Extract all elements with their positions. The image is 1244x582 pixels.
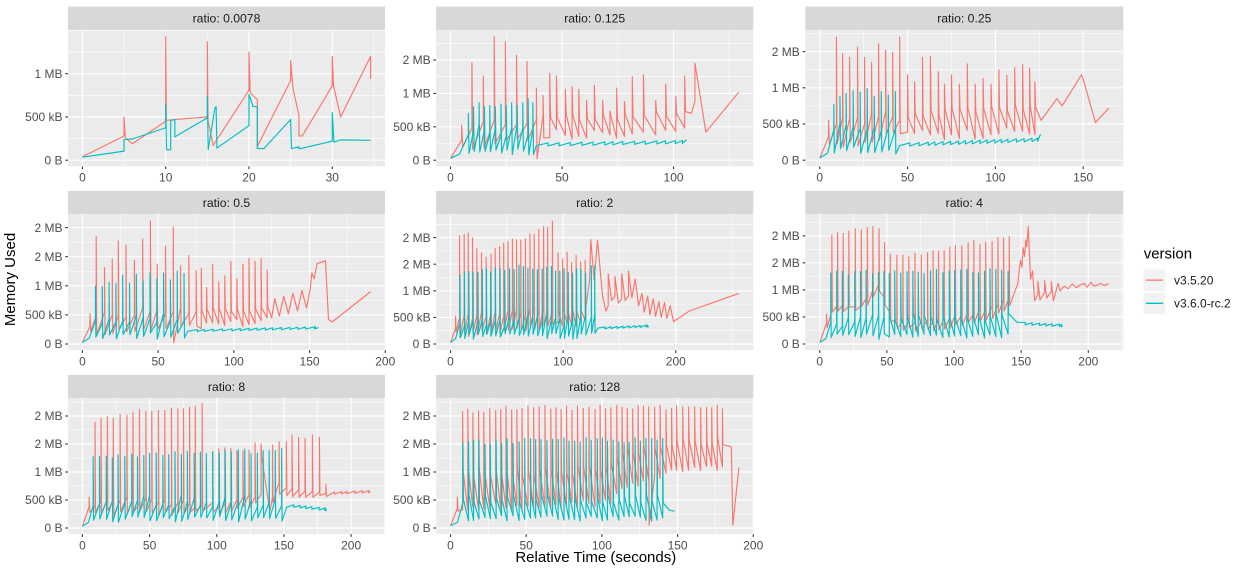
svg-text:0 B: 0 B <box>44 521 62 535</box>
svg-text:0: 0 <box>816 171 823 185</box>
svg-text:100: 100 <box>592 539 612 553</box>
svg-text:ratio: 4: ratio: 4 <box>946 196 983 210</box>
svg-text:200: 200 <box>743 539 763 553</box>
svg-text:v3.5.20: v3.5.20 <box>1174 273 1214 287</box>
svg-text:200: 200 <box>666 355 686 369</box>
svg-text:2 MB: 2 MB <box>403 231 431 245</box>
svg-text:150: 150 <box>1011 355 1031 369</box>
svg-text:0 B: 0 B <box>782 153 800 167</box>
svg-text:500 kB: 500 kB <box>25 308 62 322</box>
svg-text:version: version <box>1144 246 1192 263</box>
svg-text:2 MB: 2 MB <box>772 256 800 270</box>
svg-text:100: 100 <box>944 355 964 369</box>
svg-text:1 MB: 1 MB <box>403 284 431 298</box>
svg-text:0: 0 <box>79 539 86 553</box>
svg-text:1 MB: 1 MB <box>403 465 431 479</box>
svg-text:150: 150 <box>668 539 688 553</box>
svg-text:0 B: 0 B <box>44 153 62 167</box>
svg-text:100: 100 <box>553 355 573 369</box>
svg-text:ratio: 0.5: ratio: 0.5 <box>203 196 251 210</box>
svg-text:1 MB: 1 MB <box>772 283 800 297</box>
svg-text:100: 100 <box>985 171 1005 185</box>
svg-text:1 MB: 1 MB <box>34 465 62 479</box>
svg-text:2 MB: 2 MB <box>403 409 431 423</box>
svg-text:2 MB: 2 MB <box>34 221 62 235</box>
svg-text:2 MB: 2 MB <box>34 437 62 451</box>
svg-text:2 MB: 2 MB <box>34 409 62 423</box>
svg-text:0: 0 <box>447 171 454 185</box>
svg-text:0: 0 <box>79 355 86 369</box>
svg-text:50: 50 <box>143 539 157 553</box>
svg-text:ratio: 0.25: ratio: 0.25 <box>937 12 991 26</box>
svg-text:ratio: 0.0078: ratio: 0.0078 <box>193 12 261 26</box>
svg-text:150: 150 <box>300 355 320 369</box>
svg-text:0: 0 <box>447 539 454 553</box>
svg-text:2 MB: 2 MB <box>403 437 431 451</box>
svg-text:500 kB: 500 kB <box>762 310 799 324</box>
svg-text:10: 10 <box>159 171 173 185</box>
svg-text:2 MB: 2 MB <box>772 229 800 243</box>
svg-text:30: 30 <box>326 171 340 185</box>
svg-text:0: 0 <box>816 355 823 369</box>
svg-text:500 kB: 500 kB <box>393 493 430 507</box>
svg-text:0 B: 0 B <box>44 337 62 351</box>
svg-text:0: 0 <box>79 171 86 185</box>
svg-text:200: 200 <box>1078 355 1098 369</box>
svg-text:v3.6.0-rc.2: v3.6.0-rc.2 <box>1174 297 1231 311</box>
svg-text:20: 20 <box>242 171 256 185</box>
svg-text:50: 50 <box>151 355 165 369</box>
svg-text:50: 50 <box>880 355 894 369</box>
svg-text:ratio: 2: ratio: 2 <box>576 196 613 210</box>
svg-text:0 B: 0 B <box>413 521 431 535</box>
svg-text:50: 50 <box>901 171 915 185</box>
svg-text:1 MB: 1 MB <box>403 87 431 101</box>
svg-text:2 MB: 2 MB <box>772 45 800 59</box>
svg-text:500 kB: 500 kB <box>393 120 430 134</box>
svg-text:100: 100 <box>664 171 684 185</box>
svg-text:0 B: 0 B <box>413 153 431 167</box>
svg-text:1 MB: 1 MB <box>34 67 62 81</box>
svg-text:ratio: 128: ratio: 128 <box>569 380 620 394</box>
svg-text:2 MB: 2 MB <box>403 53 431 67</box>
svg-text:500 kB: 500 kB <box>393 311 430 325</box>
svg-text:ratio: 8: ratio: 8 <box>208 380 245 394</box>
svg-text:Memory Used: Memory Used <box>2 233 19 326</box>
svg-text:Relative Time (seconds): Relative Time (seconds) <box>515 549 676 566</box>
svg-text:100: 100 <box>207 539 227 553</box>
svg-text:150: 150 <box>274 539 294 553</box>
svg-text:0: 0 <box>447 355 454 369</box>
svg-text:200: 200 <box>375 355 395 369</box>
svg-text:200: 200 <box>341 539 361 553</box>
svg-text:0 B: 0 B <box>413 337 431 351</box>
svg-text:500 kB: 500 kB <box>25 493 62 507</box>
svg-text:150: 150 <box>1073 171 1093 185</box>
svg-text:2 MB: 2 MB <box>34 250 62 264</box>
svg-text:2 MB: 2 MB <box>403 257 431 271</box>
svg-text:100: 100 <box>224 355 244 369</box>
svg-text:500 kB: 500 kB <box>762 117 799 131</box>
svg-text:1 MB: 1 MB <box>34 279 62 293</box>
svg-text:50: 50 <box>520 539 534 553</box>
svg-text:1 MB: 1 MB <box>772 81 800 95</box>
svg-text:500 kB: 500 kB <box>25 110 62 124</box>
svg-text:ratio: 0.125: ratio: 0.125 <box>564 12 625 26</box>
svg-text:50: 50 <box>555 171 569 185</box>
svg-text:0 B: 0 B <box>782 337 800 351</box>
